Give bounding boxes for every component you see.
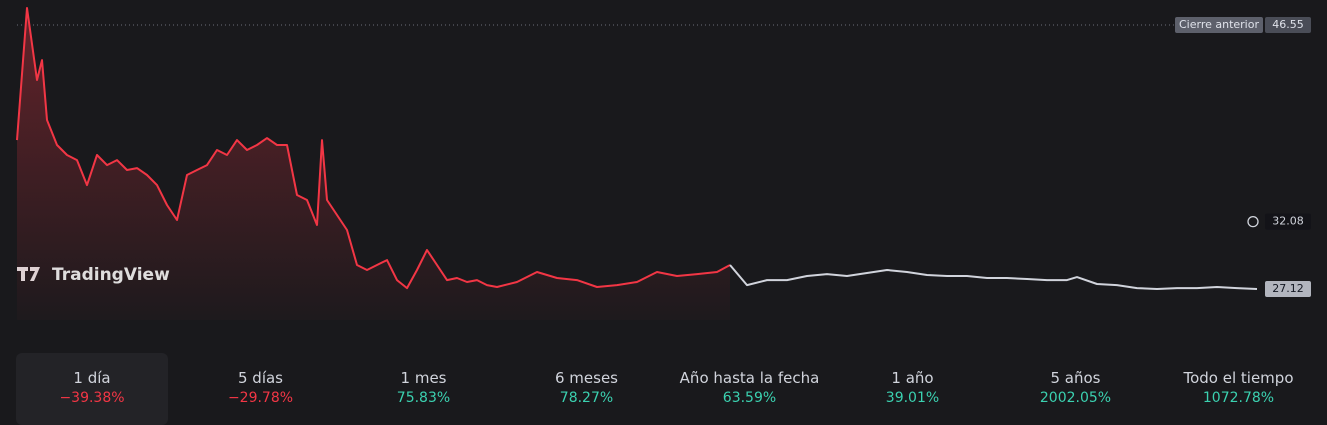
period-button[interactable]: 1 año 39.01% xyxy=(831,353,994,425)
period-change: 2002.05% xyxy=(1039,390,1112,406)
period-change: 75.83% xyxy=(396,390,451,406)
period-button[interactable]: Año hasta la fecha 63.59% xyxy=(668,353,831,425)
reference-value: 46.55 xyxy=(1272,18,1304,31)
period-change: 1072.78% xyxy=(1202,390,1275,406)
period-change: −39.38% xyxy=(59,390,125,406)
period-label: 1 mes xyxy=(400,369,447,387)
period-label: 1 día xyxy=(73,369,111,387)
period-bar: 1 día −39.38% 5 días −29.78% 1 mes 75.83% 6 me… xyxy=(16,353,1320,425)
chart: Cierre anterior 46.55 32.08 TradingView 27.1… xyxy=(16,7,1311,320)
last-value: 27.12 xyxy=(1272,282,1304,295)
last-value-bg xyxy=(1265,281,1311,298)
period-button[interactable]: 6 meses 78.27% xyxy=(505,353,668,425)
period-change: 78.27% xyxy=(559,390,614,406)
line xyxy=(16,7,731,290)
period-change: −29.78% xyxy=(227,390,294,406)
period-button[interactable]: 5 años 2002.05% xyxy=(994,353,1157,425)
line xyxy=(729,264,1258,290)
alert-icon xyxy=(1247,215,1259,228)
period-button[interactable]: 1 mes 75.83% xyxy=(342,353,505,425)
period-label: 1 año xyxy=(891,369,934,387)
period-label: 6 meses xyxy=(554,369,618,387)
period-label: Año hasta la fecha xyxy=(679,369,820,387)
watermark: TradingView xyxy=(52,265,170,285)
period-button[interactable]: Todo el tiempo 1072.78% xyxy=(1157,353,1320,425)
period-button[interactable]: 5 días −29.78% xyxy=(179,353,342,425)
period-label: 5 años xyxy=(1050,369,1101,387)
reference-value-bg xyxy=(1265,17,1311,34)
reference-label: Cierre anterior xyxy=(1179,18,1259,31)
period-change: 39.01% xyxy=(885,390,940,406)
period-label: 5 días xyxy=(237,369,283,387)
area xyxy=(17,8,730,320)
period-change: 63.59% xyxy=(722,390,777,406)
alert-value: 32.08 xyxy=(1272,215,1304,228)
period-label: Todo el tiempo xyxy=(1183,369,1294,387)
period-button[interactable]: 1 día −39.38% xyxy=(16,353,168,425)
reference-label-bg xyxy=(1175,17,1263,34)
alert-value-bg xyxy=(1265,213,1311,230)
